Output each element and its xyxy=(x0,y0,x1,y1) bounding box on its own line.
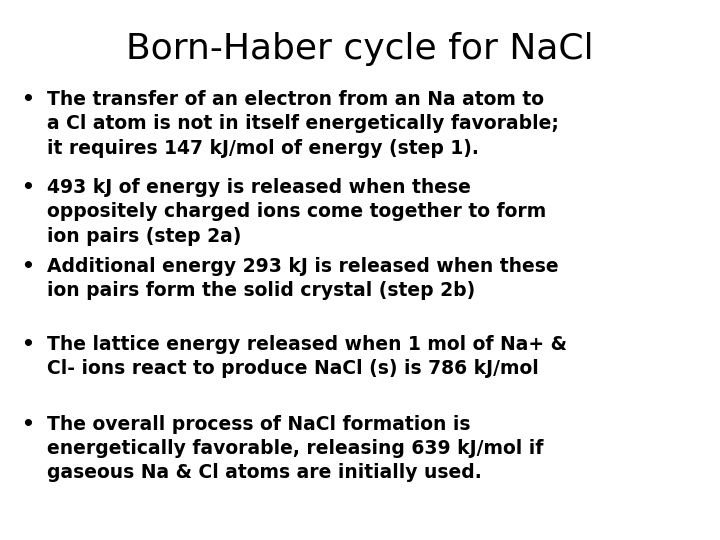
Text: •: • xyxy=(22,178,35,197)
Text: •: • xyxy=(22,257,35,276)
Text: Additional energy 293 kJ is released when these
ion pairs form the solid crystal: Additional energy 293 kJ is released whe… xyxy=(47,257,559,300)
Text: Born-Haber cycle for NaCl: Born-Haber cycle for NaCl xyxy=(126,32,594,66)
Text: •: • xyxy=(22,90,35,109)
Text: The overall process of NaCl formation is
energetically favorable, releasing 639 : The overall process of NaCl formation is… xyxy=(47,415,543,483)
Text: 493 kJ of energy is released when these
oppositely charged ions come together to: 493 kJ of energy is released when these … xyxy=(47,178,546,246)
Text: •: • xyxy=(22,415,35,434)
Text: The transfer of an electron from an Na atom to
a Cl atom is not in itself energe: The transfer of an electron from an Na a… xyxy=(47,90,559,158)
Text: The lattice energy released when 1 mol of Na+ &
Cl- ions react to produce NaCl (: The lattice energy released when 1 mol o… xyxy=(47,335,567,378)
Text: •: • xyxy=(22,335,35,354)
